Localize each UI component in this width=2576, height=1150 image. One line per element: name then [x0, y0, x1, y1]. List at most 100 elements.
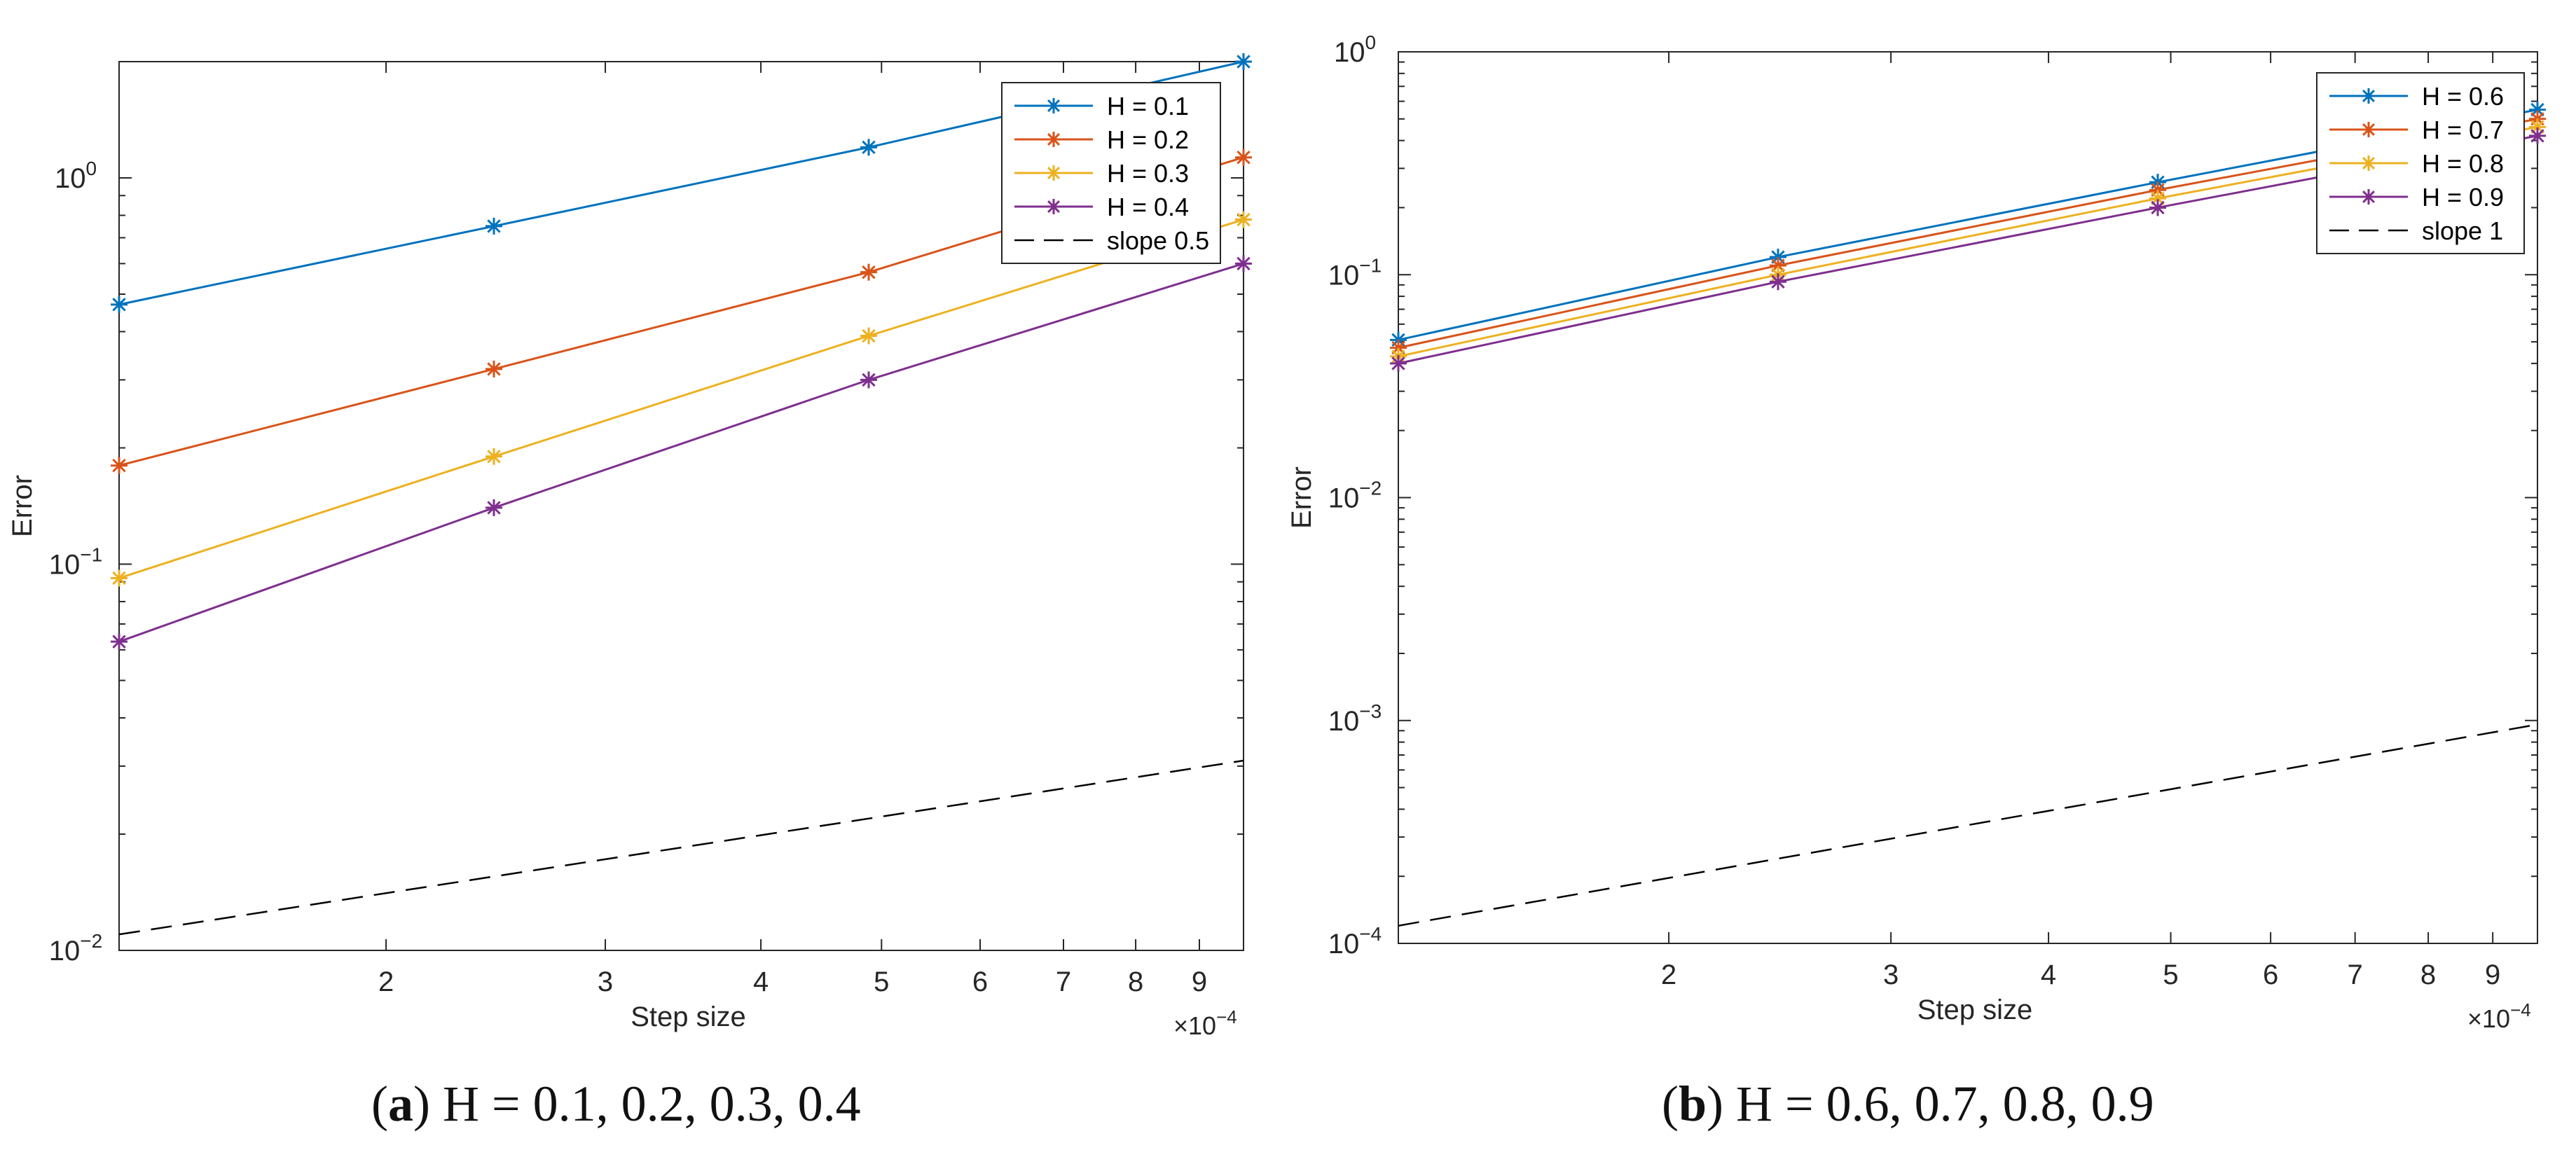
plot-a-series-0-point-3-d2 [1237, 55, 1251, 69]
plot-a-series-3-point-2-d2 [862, 373, 876, 387]
plot-a-x-multiplier-base: ×10 [1173, 1011, 1216, 1040]
plot-a-series-3-point-3 [1235, 255, 1252, 272]
plot-a-ytick-exp-2: 0 [85, 158, 97, 179]
plot-b-legend-label-0: H = 0.6 [2422, 82, 2504, 111]
plot-a-xtick-label-7: 9 [1192, 967, 1207, 997]
plot-b-series-3-point-0 [1390, 354, 1407, 372]
plot-a-series-0-point-1-d2 [487, 219, 501, 233]
plot-b-legend: H = 0.6 H = 0.7 H = 0.8 H = 0.9 slope 1 [2316, 72, 2525, 254]
plot-b-ytick-base-3: 10 [1328, 260, 1360, 291]
plot-a-legend: H = 0.1 H = 0.2 H = 0.3 H = 0.4 slope 0.5 [1001, 82, 1221, 264]
plot-b-legend-marker-0-d2 [2362, 90, 2375, 102]
plot-a-legend-marker-2-d2 [1047, 167, 1060, 179]
plot-a-xtick-label-1: 3 [598, 967, 613, 997]
plot-b-series-3-point-1-d2 [1771, 275, 1785, 289]
plot-a-series-1-point-3-d2 [1237, 151, 1251, 165]
plot-b-ytick-label-3: 10−1 [1328, 254, 1382, 291]
plot-b-xtick-label-6: 8 [2420, 960, 2436, 990]
plot-a-series-1-point-1-d2 [487, 362, 501, 376]
plot-a-series-1-point-1 [485, 360, 502, 377]
plot-a-ytick-label-0: 10−2 [49, 930, 102, 967]
plot-b-ytick-base-4: 10 [1334, 37, 1365, 68]
caption-a-text: H = 0.1, 0.2, 0.3, 0.4 [442, 1076, 861, 1132]
plot-a-series-1-point-2-d2 [862, 265, 876, 279]
plot-a-x-multiplier-exp: −4 [1216, 1006, 1237, 1027]
plot-b-x-multiplier: ×10−4 [2467, 999, 2531, 1033]
plot-a-series-0-point-1 [485, 217, 502, 235]
plot-a-legend-marker-1-d2 [1047, 133, 1060, 146]
plot-a-series-2-point-0 [111, 569, 128, 587]
plot-b-ytick-label-4: 100 [1334, 32, 1376, 68]
plot-b-ytick-label-0: 10−4 [1328, 923, 1382, 960]
plot-a-xtick-label-6: 8 [1128, 967, 1143, 997]
plot-b-series-3-point-3 [2529, 127, 2546, 144]
caption-a: (a) H = 0.1, 0.2, 0.3, 0.4 [371, 1076, 861, 1132]
plot-b-xtick-label-7: 9 [2485, 960, 2500, 990]
plot-a-series-0-point-2 [860, 139, 877, 156]
plot-b-x-multiplier-base: ×10 [2467, 1004, 2510, 1033]
plot-b-series-3-point-2 [2149, 199, 2166, 216]
plot-a-series-0-point-2-d2 [862, 140, 876, 155]
plot-a-series-3-point-0-d2 [112, 635, 126, 649]
plot-a-series-1-point-3 [1235, 148, 1252, 166]
plot-a-ytick-base-2: 10 [55, 163, 86, 194]
plot-a-legend-marker-0 [1046, 98, 1061, 113]
plot-b-series-3-point-1 [1770, 273, 1786, 291]
plot-b-legend-label-3: H = 0.9 [2422, 183, 2504, 212]
plot-b-x-multiplier-exp: −4 [2510, 999, 2531, 1020]
plot-a-series-3-point-2 [860, 371, 877, 389]
plot-a-ytick-base-0: 10 [49, 936, 81, 967]
plot-b-ytick-base-2: 10 [1328, 483, 1360, 514]
plot-a-series-4 [118, 759, 1244, 936]
plot-a-xlabel: Step size [631, 1002, 746, 1032]
plot-a-series-2-point-3-d2 [1237, 212, 1251, 227]
plot-a-legend-label-0: H = 0.1 [1107, 92, 1189, 120]
plot-b-ytick-base-1: 10 [1328, 706, 1360, 737]
plot-a-series-2-point-0-d2 [112, 571, 126, 586]
plot-b-ytick-exp-1: −3 [1359, 700, 1382, 722]
plot-b-ytick-exp-2: −2 [1359, 478, 1382, 499]
plot-b-legend-marker-2-d2 [2362, 157, 2375, 169]
plot-b-xlabel: Step size [1917, 995, 2033, 1025]
plot-a-legend-label-2: H = 0.3 [1107, 159, 1189, 188]
plot-b-series-3-point-3-d2 [2530, 129, 2544, 143]
plot-a-series-1-point-2 [860, 263, 877, 281]
plot-b-ylabel: Error [1286, 466, 1317, 529]
plot-b-xtick-label-4: 6 [2263, 960, 2278, 990]
plot-a-series-4-line [118, 759, 1244, 936]
plot-b-ytick-base-0: 10 [1328, 929, 1360, 960]
plot-b-xtick-label-0: 2 [1661, 960, 1676, 990]
plot-b-ytick-exp-4: 0 [1365, 32, 1376, 53]
plot-a-series-3-point-1-d2 [487, 501, 501, 515]
plot-a-series-2-point-2-d2 [862, 328, 876, 343]
plot-a-legend-label-3: H = 0.4 [1107, 193, 1189, 221]
plot-a-xtick-label-4: 6 [972, 967, 988, 997]
plot-a-x-multiplier: ×10−4 [1173, 1006, 1237, 1040]
plot-a-legend-marker-3 [1046, 199, 1061, 214]
plot-a-ytick-base-1: 10 [49, 550, 81, 581]
plot-b-legend-label-4: slope 1 [2422, 216, 2503, 245]
plot-a-series-3-line [118, 262, 1244, 643]
plot-a-series-0-point-0-d2 [112, 298, 126, 312]
plot-a-legend-marker-1 [1046, 132, 1061, 147]
plot-b-xtick-label-3: 5 [2163, 960, 2178, 990]
plot-a-series-0-point-3 [1235, 53, 1252, 70]
plot-a-series-3-point-3-d2 [1237, 256, 1251, 271]
plot-a-xtick-label-3: 5 [874, 967, 889, 997]
plot-a-series-3 [111, 255, 1252, 651]
plot-a-xtick-label-5: 7 [1056, 967, 1071, 997]
plot-a-legend-marker-2 [1046, 165, 1061, 181]
plot-b-series-3-point-2-d2 [2151, 200, 2165, 215]
caption-b: (b) H = 0.6, 0.7, 0.8, 0.9 [1662, 1076, 2154, 1132]
plot-a-legend-label-4: slope 0.5 [1107, 226, 1209, 255]
plot-b-ytick-label-2: 10−2 [1328, 478, 1382, 514]
plot-b-legend-marker-1-d2 [2362, 123, 2375, 136]
plot-a-series-2-line [118, 219, 1244, 579]
plot-a-series-2-point-1 [485, 448, 502, 465]
plot-b-xtick-label-1: 3 [1883, 960, 1899, 990]
plot-b-legend-marker-3-d2 [2362, 190, 2375, 203]
plot-b-series-3-point-0-d2 [1391, 356, 1405, 370]
plot-a-legend-marker-0-d2 [1047, 99, 1060, 112]
plot-a-series-2-point-2 [860, 327, 877, 345]
